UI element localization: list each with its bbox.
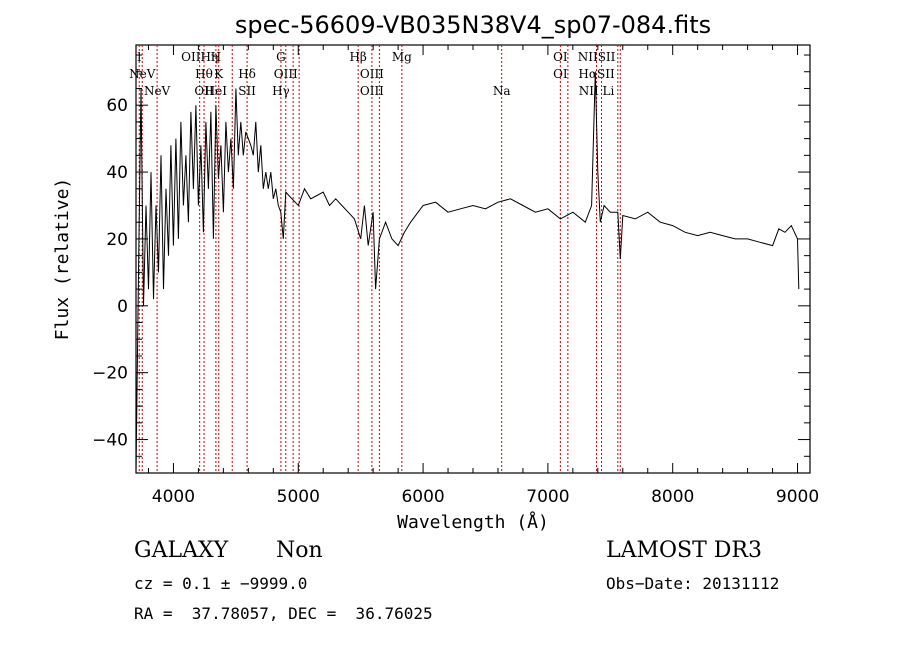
y-tick-label: −20 — [92, 364, 128, 384]
chart-title: spec-56609-VB035N38V4_sp07-084.fits — [235, 11, 711, 39]
series-line — [135, 71, 800, 474]
y-tick-label: 60 — [106, 96, 128, 116]
x-tick-label: 7000 — [526, 487, 569, 507]
line-marker-label: NII Li — [579, 84, 615, 98]
line-marker-label: H — [211, 50, 221, 64]
line-marker-label: Hθ — [195, 67, 213, 81]
line-marker-label: OIII — [360, 67, 384, 81]
line-marker-label: K — [214, 67, 224, 81]
line-marker-label: OI — [553, 67, 568, 81]
line-marker-label: HαSII — [578, 67, 615, 81]
coordinates: RA = 37.78057, DEC = 36.76025 — [134, 604, 433, 623]
line-marker-label: OIII — [360, 84, 384, 98]
x-tick-label: 5000 — [277, 487, 320, 507]
y-tick-label: 20 — [106, 230, 128, 250]
line-marker-label: HeI — [205, 84, 228, 98]
line-marker-label: Hδ — [238, 67, 256, 81]
obs-date: Obs−Date: 20131112 — [606, 574, 780, 593]
emission-line-markers: l NeV NeV OIIHη Hθ OII H HeI K Hδ SII G Hγ OIII Hβ OIII… — [129, 45, 621, 473]
y-tick-label: 0 — [117, 297, 128, 317]
y-tick-label: −40 — [92, 431, 128, 451]
x-tick-label: 4000 — [152, 487, 195, 507]
x-tick-label: 8000 — [651, 487, 694, 507]
line-marker-label: NIISII — [578, 50, 616, 64]
line-marker-label: Na — [493, 84, 511, 98]
line-marker-label: Hγ — [272, 84, 290, 98]
line-marker-label: G — [276, 50, 286, 64]
line-marker-label: Mg — [392, 50, 412, 64]
line-marker-label: NeV — [129, 67, 156, 81]
line-marker-label: NeV — [144, 84, 171, 98]
x-tick-label: 6000 — [401, 487, 444, 507]
line-marker-label: l — [137, 50, 141, 64]
line-marker-label: SII — [238, 84, 256, 98]
line-marker-label: OI — [553, 50, 568, 64]
survey-name: LAMOST DR3 — [606, 538, 762, 563]
redshift-text: cz = 0.1 ± −9999.0 — [134, 574, 308, 593]
x-axis-label: Wavelength (Å) — [397, 511, 549, 533]
line-marker-label: OIII — [274, 67, 298, 81]
line-marker-label: OII — [194, 84, 214, 98]
object-subclass: Non — [276, 538, 323, 563]
y-axis-label: Flux (relative) — [52, 178, 73, 341]
x-tick-label: 9000 — [776, 487, 819, 507]
line-marker-label: OIIHη — [181, 50, 218, 64]
axis-ticks: 4000 5000 6000 7000 8000 9000 −40 −20 0 20 40 60 — [92, 45, 819, 507]
object-class: GALAXY — [134, 538, 229, 563]
y-tick-label: 40 — [106, 163, 128, 183]
line-marker-label: Hβ — [349, 50, 366, 64]
